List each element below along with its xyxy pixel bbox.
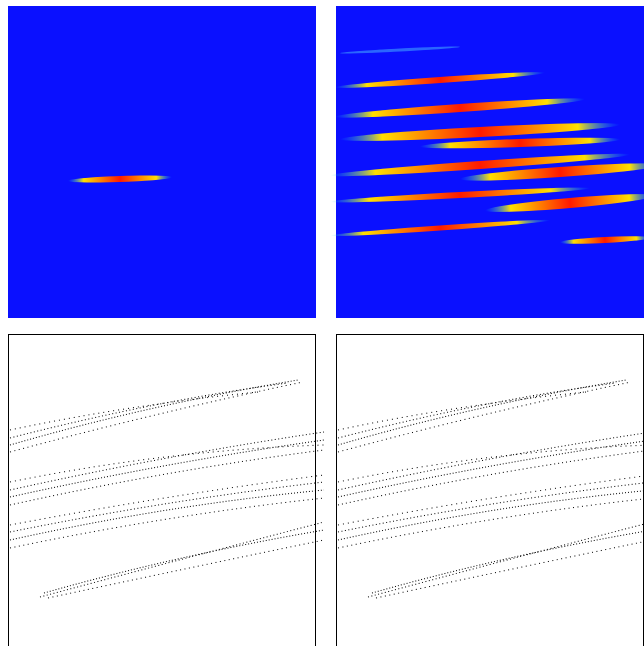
heatmap-streak: [340, 46, 460, 54]
heatmap-panel: [8, 6, 316, 318]
heatmap-streak: [335, 72, 545, 88]
heatmap-streak: [330, 153, 630, 177]
heatmap-streaks: [330, 46, 644, 244]
heatmap-streak: [420, 137, 620, 149]
heatmap-streak: [340, 123, 620, 141]
heatmap-streak: [485, 194, 644, 212]
heatmap-streak: [330, 219, 550, 237]
heatmap-streak: [330, 187, 590, 203]
heatmap-streak: [560, 236, 644, 244]
heatmap-streak: [335, 98, 585, 118]
heatmap-streak: [460, 163, 644, 181]
scatter-panel: [336, 334, 644, 646]
scatter-panel: [8, 334, 316, 646]
heatmap-streak: [68, 175, 172, 183]
